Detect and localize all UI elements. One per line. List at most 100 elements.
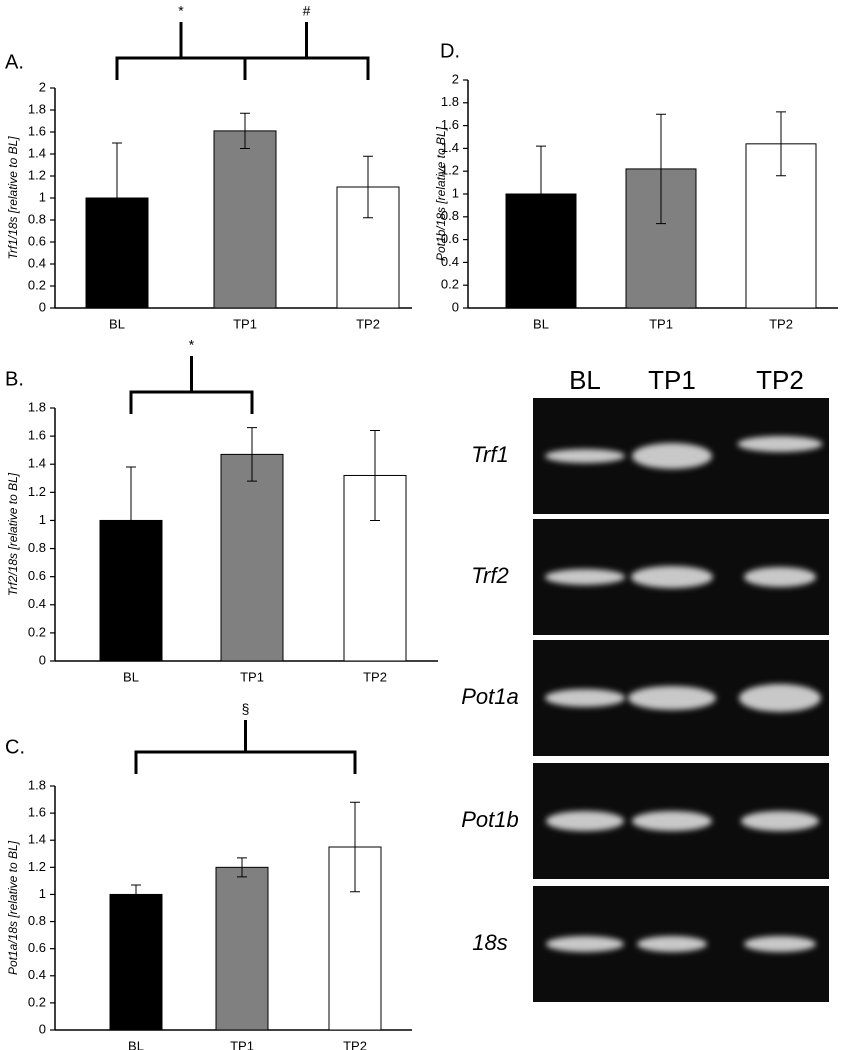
y-tick-label: 0.6 [28,940,46,955]
significance-bracket [134,720,357,774]
y-tick-label: 1.6 [28,123,46,138]
panel-label: B. [5,368,24,390]
gel-band [737,436,823,452]
y-tick-label: 1.4 [28,832,46,847]
y-tick-label: 1.8 [28,777,46,792]
y-tick-label: 1 [39,512,46,527]
y-tick-label: 1.2 [28,484,46,499]
gel-lane-label: TP1 [648,365,696,395]
gel-band [632,443,712,469]
significance-mark: * [189,337,195,353]
significance-mark: § [242,701,250,717]
error-bar [237,857,247,878]
gel-gene-label: Pot1a [461,684,519,709]
y-tick-label: 2 [39,79,46,94]
gel-band [744,936,816,952]
y-tick-label: 0.6 [28,568,46,583]
gel-lane-label: TP2 [756,365,804,395]
y-tick-label: 0.4 [28,596,46,611]
x-tick-label: TP2 [363,669,387,684]
y-axis-label: Pot1b/18s [relative to BL] [434,126,448,261]
y-tick-label: 0 [39,652,46,667]
error-bar [247,427,257,482]
y-tick-label: 0.8 [28,540,46,555]
y-tick-label: 1.4 [441,140,459,155]
gel-band [545,689,625,707]
y-tick-label: 0.8 [28,913,46,928]
error-bar [656,113,666,225]
error-bar [131,884,141,905]
x-tick-label: BL [128,1038,144,1050]
y-tick-label: 0 [39,1021,46,1036]
bar [109,893,163,1031]
error-bar [350,801,360,893]
panel-label: A. [5,51,24,73]
y-tick-label: 0.2 [441,277,459,292]
y-tick-label: 1.4 [28,456,46,471]
x-tick-label: BL [533,316,549,331]
gel-band [741,811,819,831]
y-tick-label: 0 [452,299,459,314]
y-tick-label: 1.6 [441,117,459,132]
gel-band [545,449,625,463]
gel-band [631,566,713,588]
gel-band [546,811,624,831]
gel-gene-label: Trf2 [471,563,508,588]
y-tick-label: 0.8 [441,208,459,223]
gel-gene-label: Trf1 [471,442,508,467]
error-bar [112,142,122,254]
bar [215,866,269,1031]
gel-gene-label: Pot1b [461,807,519,832]
y-tick-label: 2 [452,71,459,86]
panel-label: D. [440,40,460,62]
x-tick-label: TP2 [356,316,380,331]
error-bar [776,111,786,177]
error-bar [536,145,546,243]
error-bar [363,155,373,219]
error-bar [370,429,380,521]
y-tick-label: 1.8 [28,399,46,414]
y-tick-label: 1.2 [28,859,46,874]
gel-band [739,684,821,712]
significance-bracket [243,22,370,80]
y-tick-label: 0.4 [441,254,459,269]
y-tick-label: 1 [452,185,459,200]
y-axis-label: Trf2/18s [relative to BL] [6,472,20,596]
gel-band [628,686,716,710]
y-tick-label: 0.6 [441,231,459,246]
y-tick-label: 1 [39,886,46,901]
significance-bracket [129,356,254,414]
y-tick-label: 0.2 [28,624,46,639]
gel-band [632,811,712,831]
y-tick-label: 1.2 [28,167,46,182]
y-tick-label: 0.4 [28,967,46,982]
y-tick-label: 0.4 [28,255,46,270]
y-tick-label: 0.2 [28,277,46,292]
gel-band [744,567,816,587]
y-axis-label: Trf1/18s [relative to BL] [6,136,20,260]
y-tick-label: 1.8 [441,94,459,109]
bar [213,130,277,309]
gel-lane-label: BL [569,365,601,395]
y-tick-label: 1.2 [441,163,459,178]
x-tick-label: TP1 [649,316,673,331]
x-tick-label: BL [109,316,125,331]
y-tick-label: 0.6 [28,233,46,248]
y-tick-label: 0 [39,299,46,314]
x-tick-label: TP1 [230,1038,254,1050]
gel-band [546,936,624,952]
bar [220,453,284,662]
y-tick-label: 1.4 [28,145,46,160]
gel-band [545,569,625,585]
x-tick-label: TP2 [343,1038,367,1050]
significance-bracket [115,22,247,80]
x-tick-label: TP2 [769,316,793,331]
panel-label: C. [5,736,25,758]
gel-gene-label: 18s [472,930,507,955]
y-tick-label: 1 [39,189,46,204]
significance-mark: # [303,3,311,19]
x-tick-label: TP1 [240,669,264,684]
x-tick-label: BL [123,669,139,684]
y-tick-label: 0.2 [28,994,46,1009]
y-tick-label: 1.6 [28,805,46,820]
